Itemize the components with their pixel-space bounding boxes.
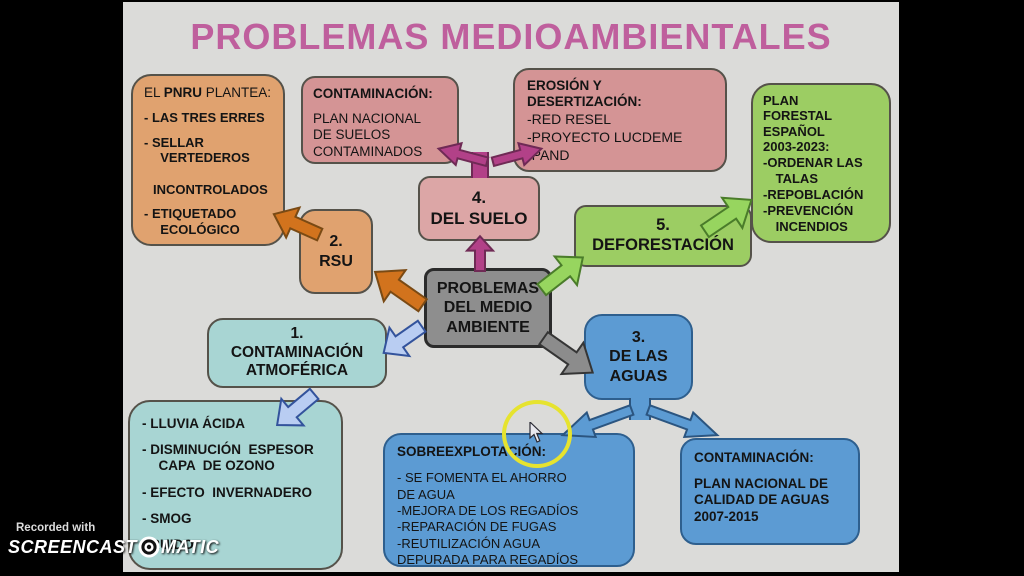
- erosion-item: -RED RESEL: [527, 111, 612, 128]
- left-black-bar: [0, 0, 123, 576]
- arrow-center-to-deforestacion: [529, 240, 597, 306]
- node-problemas-medio-ambiente: PROBLEMAS DEL MEDIO AMBIENTE: [424, 268, 552, 348]
- suelos-contamination-header: CONTAMINACIÓN:: [313, 86, 433, 101]
- arrow-suelo-to-contaminacion: [434, 136, 491, 175]
- bottom-black-bar: [0, 572, 1024, 576]
- pnru-item: - SELLAR VERTEDEROS INCONTROLADOS: [144, 134, 268, 197]
- erosion-item: -PROYECTO LUCDEME: [527, 129, 683, 146]
- sobreexplotacion-body: - SE FOMENTA EL AHORRO DE AGUA -MEJORA D…: [397, 470, 579, 568]
- arrow-suelo-to-erosion: [490, 136, 547, 175]
- atmosfera-item: - SMOG: [142, 510, 192, 526]
- suelos-contamination-box: CONTAMINACIÓN: PLAN NACIONAL DE SUELOS C…: [301, 76, 459, 164]
- arrow-center-to-rsu: [361, 253, 435, 323]
- pnru-detail-box: EL PNRU PLANTEA: - LAS TRES ERRES - SELL…: [131, 74, 285, 246]
- arrow-center-to-aguas: [531, 320, 607, 392]
- plan-forestal-item: -ORDENAR LAS TALAS: [763, 155, 863, 186]
- watermark-recorded-with: Recorded with: [16, 522, 96, 534]
- pnru-item: - LAS TRES ERRES: [144, 110, 265, 126]
- pnru-header: EL PNRU PLANTEA:: [144, 85, 272, 100]
- atmosfera-detail-box: - LLUVIA ÁCIDA - DISMINUCIÓN ESPESOR CAP…: [128, 400, 343, 570]
- watermark-brand-left: SCREENCAST: [8, 536, 138, 557]
- arrow-center-to-atmosferica: [371, 310, 433, 370]
- pnru-item: - ETIQUETADO ECOLÓGICO: [144, 206, 240, 237]
- page-title: PROBLEMAS MEDIOAMBIENTALES: [190, 16, 832, 57]
- plan-forestal-box: PLAN FORESTAL ESPAÑOL 2003-2023: -ORDENA…: [751, 83, 891, 243]
- erosion-box: EROSIÓN Y DESERTIZACIÓN: -RED RESEL -PRO…: [513, 68, 727, 172]
- cursor-highlight-ring: [502, 400, 572, 468]
- plan-forestal-item: -REPOBLACIÓN: [763, 186, 864, 202]
- aguas-contamination-body: PLAN NACIONAL DE CALIDAD DE AGUAS 2007-2…: [694, 476, 830, 524]
- watermark-brand: SCREENCAST MATIC: [8, 536, 228, 558]
- atmosfera-item: - EFECTO INVERNADERO: [142, 484, 313, 500]
- aguas-contamination-header: CONTAMINACIÓN:: [694, 450, 814, 465]
- right-black-bar: [899, 0, 1024, 576]
- aguas-contamination-box: CONTAMINACIÓN: PLAN NACIONAL DE CALIDAD …: [680, 438, 860, 545]
- node-contaminacion-atmosferica: 1. CONTAMINACIÓN ATMOFÉRICA: [207, 318, 387, 388]
- top-black-bar: [0, 0, 1024, 2]
- node-del-suelo: 4. DEL SUELO: [418, 176, 540, 241]
- screencastomatic-logo-icon: [138, 536, 160, 558]
- arrow-rsu-to-pnru: [265, 196, 328, 252]
- arrow-aguas-to-contaminacion: [643, 396, 725, 450]
- erosion-header: EROSIÓN Y DESERTIZACIÓN:: [527, 78, 642, 110]
- arrow-aguas-to-sobreexplotacion: [555, 396, 637, 450]
- plan-forestal-header: PLAN FORESTAL ESPAÑOL 2003-2023:: [763, 93, 833, 154]
- arrow-atmosferica-to-detail: [263, 379, 327, 442]
- watermark-brand-right: MATIC: [161, 536, 220, 557]
- arrow-center-to-suelo: [465, 235, 495, 271]
- arrow-deforestacion-to-plan-forestal: [693, 181, 765, 248]
- atmosfera-item: - LLUVIA ÁCIDA: [142, 416, 245, 431]
- suelos-contamination-body: PLAN NACIONAL DE SUELOS CONTAMINADOS: [313, 111, 423, 159]
- atmosfera-item: - DISMINUCIÓN ESPESOR CAPA DE OZONO: [142, 442, 314, 474]
- mouse-cursor-icon: [529, 422, 544, 443]
- plan-forestal-item: -PREVENCIÓN INCENDIOS: [763, 203, 854, 234]
- screencastomatic-watermark: Recorded with SCREENCAST MATIC: [8, 522, 228, 558]
- erosion-item: -PAND: [527, 146, 570, 163]
